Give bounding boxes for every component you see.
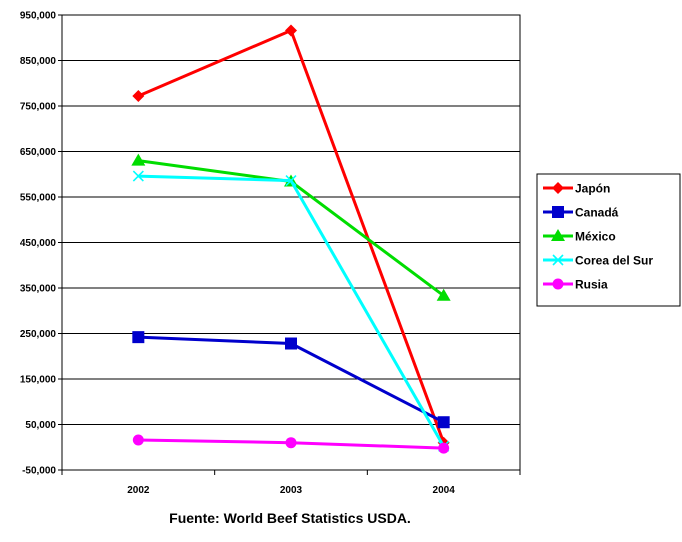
series-2: [131, 153, 451, 301]
y-tick-label: 150,000: [20, 375, 57, 386]
y-tick-label: 250,000: [20, 329, 57, 340]
data-point: [437, 416, 450, 429]
legend-item: Rusia: [543, 278, 608, 292]
data-point: [285, 175, 297, 187]
series-line: [138, 335, 445, 424]
data-point: [132, 331, 145, 344]
series-0: [132, 24, 450, 449]
legend-label: Corea del Sur: [575, 254, 653, 268]
legend-item: Canadá: [543, 206, 619, 220]
y-tick-label: 950,000: [20, 11, 57, 22]
x-tick-label: 2004: [433, 485, 456, 496]
series-lines: [131, 24, 451, 454]
legend-swatch-marker: [552, 278, 564, 290]
legend-item: Japón: [543, 182, 610, 196]
data-point: [285, 24, 297, 37]
legend-label: Canadá: [575, 206, 619, 220]
data-point: [132, 170, 144, 182]
x-axis-ticks: 2002 2003 2004: [61, 470, 521, 496]
series-line: [138, 174, 445, 448]
legend-label: Japón: [575, 182, 610, 196]
y-axis-ticks: 950,000 850,000 750,000 650,000 550,000 450,0…: [20, 11, 62, 477]
series-3: [132, 170, 450, 452]
legend-item: Corea del Sur: [543, 254, 653, 268]
x-tick-label: 2003: [280, 485, 303, 496]
data-point: [131, 153, 146, 166]
legend-label: Rusia: [575, 278, 608, 292]
y-tick-label: 550,000: [20, 193, 57, 204]
y-tick-label: 650,000: [20, 147, 57, 158]
legend-swatch-marker: [552, 206, 564, 218]
y-tick-label: 350,000: [20, 284, 57, 295]
gridlines: [62, 14, 520, 471]
data-point: [285, 437, 297, 449]
marker-stroke: [285, 175, 297, 187]
y-tick-label: 450,000: [20, 238, 57, 249]
data-point: [436, 288, 451, 301]
y-tick-label: 850,000: [20, 56, 57, 67]
source-note: Fuente: World Beef Statistics USDA.: [169, 510, 411, 526]
y-tick-label: 750,000: [20, 102, 57, 113]
data-point: [132, 89, 145, 102]
y-tick-label: 50,000: [25, 420, 56, 431]
legend-label: México: [575, 230, 616, 244]
y-tick-label: -50,000: [22, 466, 56, 477]
legend-swatch-marker: [551, 229, 565, 241]
line-chart: 950,000 850,000 750,000 650,000 550,000 450,0…: [20, 11, 681, 496]
data-point: [438, 442, 450, 454]
legend-swatch-marker: [552, 254, 564, 266]
data-point: [132, 434, 144, 446]
series-line: [137, 28, 446, 444]
data-point: [285, 337, 297, 350]
series-4: [132, 434, 450, 454]
marker-stroke: [552, 254, 564, 266]
legend-swatch-marker: [552, 182, 564, 194]
legend-item: México: [543, 229, 616, 244]
legend: Japón Canadá México Corea del Sur Rusia: [536, 173, 681, 307]
x-tick-label: 2002: [127, 485, 150, 496]
marker-stroke: [132, 170, 144, 182]
series-1: [132, 331, 450, 429]
